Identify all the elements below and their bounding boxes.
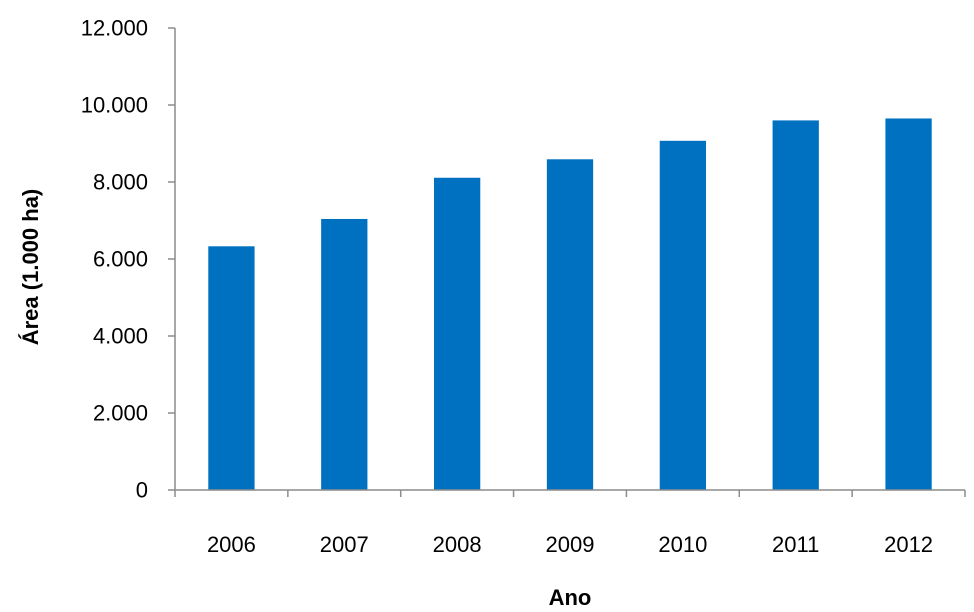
bar-2012 xyxy=(885,118,932,490)
bar-2007 xyxy=(321,218,368,490)
x-tick-label: 2012 xyxy=(884,532,933,557)
y-tick-label: 6.000 xyxy=(93,247,148,272)
bar-2011 xyxy=(772,120,819,491)
y-tick-label: 10.000 xyxy=(81,93,148,118)
y-axis-title: Área (1.000 ha) xyxy=(18,189,43,346)
bars-group xyxy=(208,118,932,491)
y-tick-label: 12.000 xyxy=(81,16,148,41)
x-tick-label: 2007 xyxy=(320,532,369,557)
y-axis: 0 2.000 4.000 6.000 8.000 10.000 12.000 xyxy=(81,16,176,503)
y-tick-label: 4.000 xyxy=(93,324,148,349)
x-tick-label: 2009 xyxy=(546,532,595,557)
y-tick-label: 2.000 xyxy=(93,401,148,426)
x-axis: 2006 2007 2008 2009 2010 2011 2012 xyxy=(174,489,966,557)
x-tick-label: 2008 xyxy=(433,532,482,557)
x-axis-title: Ano xyxy=(549,585,592,610)
x-tick-label: 2006 xyxy=(207,532,256,557)
y-tick-label: 8.000 xyxy=(93,170,148,195)
x-tick-label: 2011 xyxy=(772,532,819,557)
x-tick-label: 2010 xyxy=(658,532,707,557)
bar-2009 xyxy=(546,159,594,490)
y-tick-label: 0 xyxy=(136,478,148,503)
bar-2010 xyxy=(659,140,706,490)
bar-2008 xyxy=(434,177,481,490)
bar-2006 xyxy=(208,246,255,490)
